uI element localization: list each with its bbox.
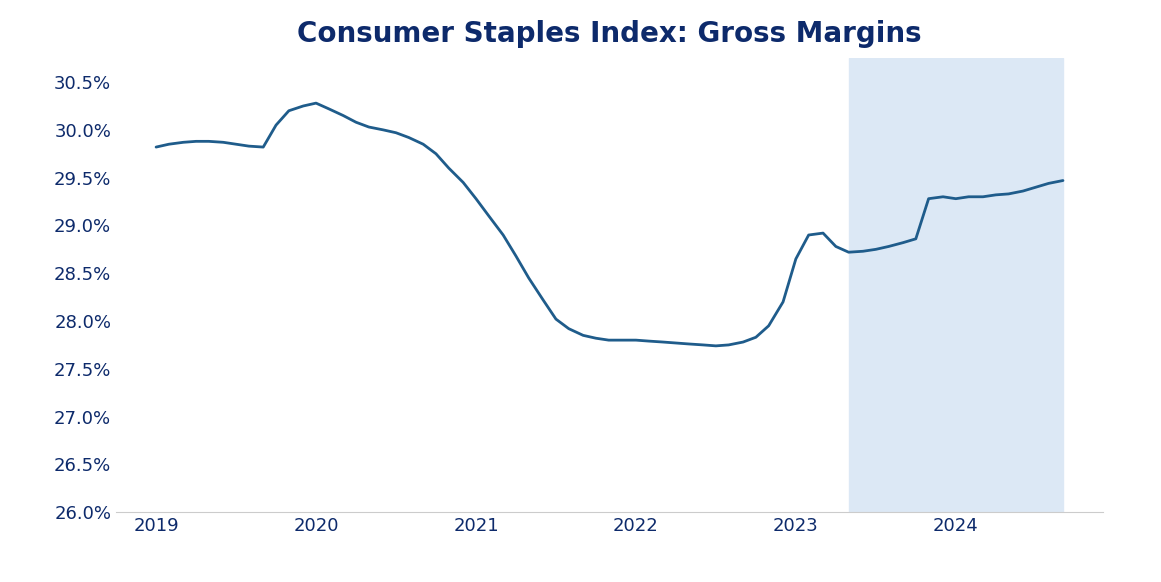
Title: Consumer Staples Index: Gross Margins: Consumer Staples Index: Gross Margins xyxy=(297,20,922,48)
Bar xyxy=(849,58,1063,512)
